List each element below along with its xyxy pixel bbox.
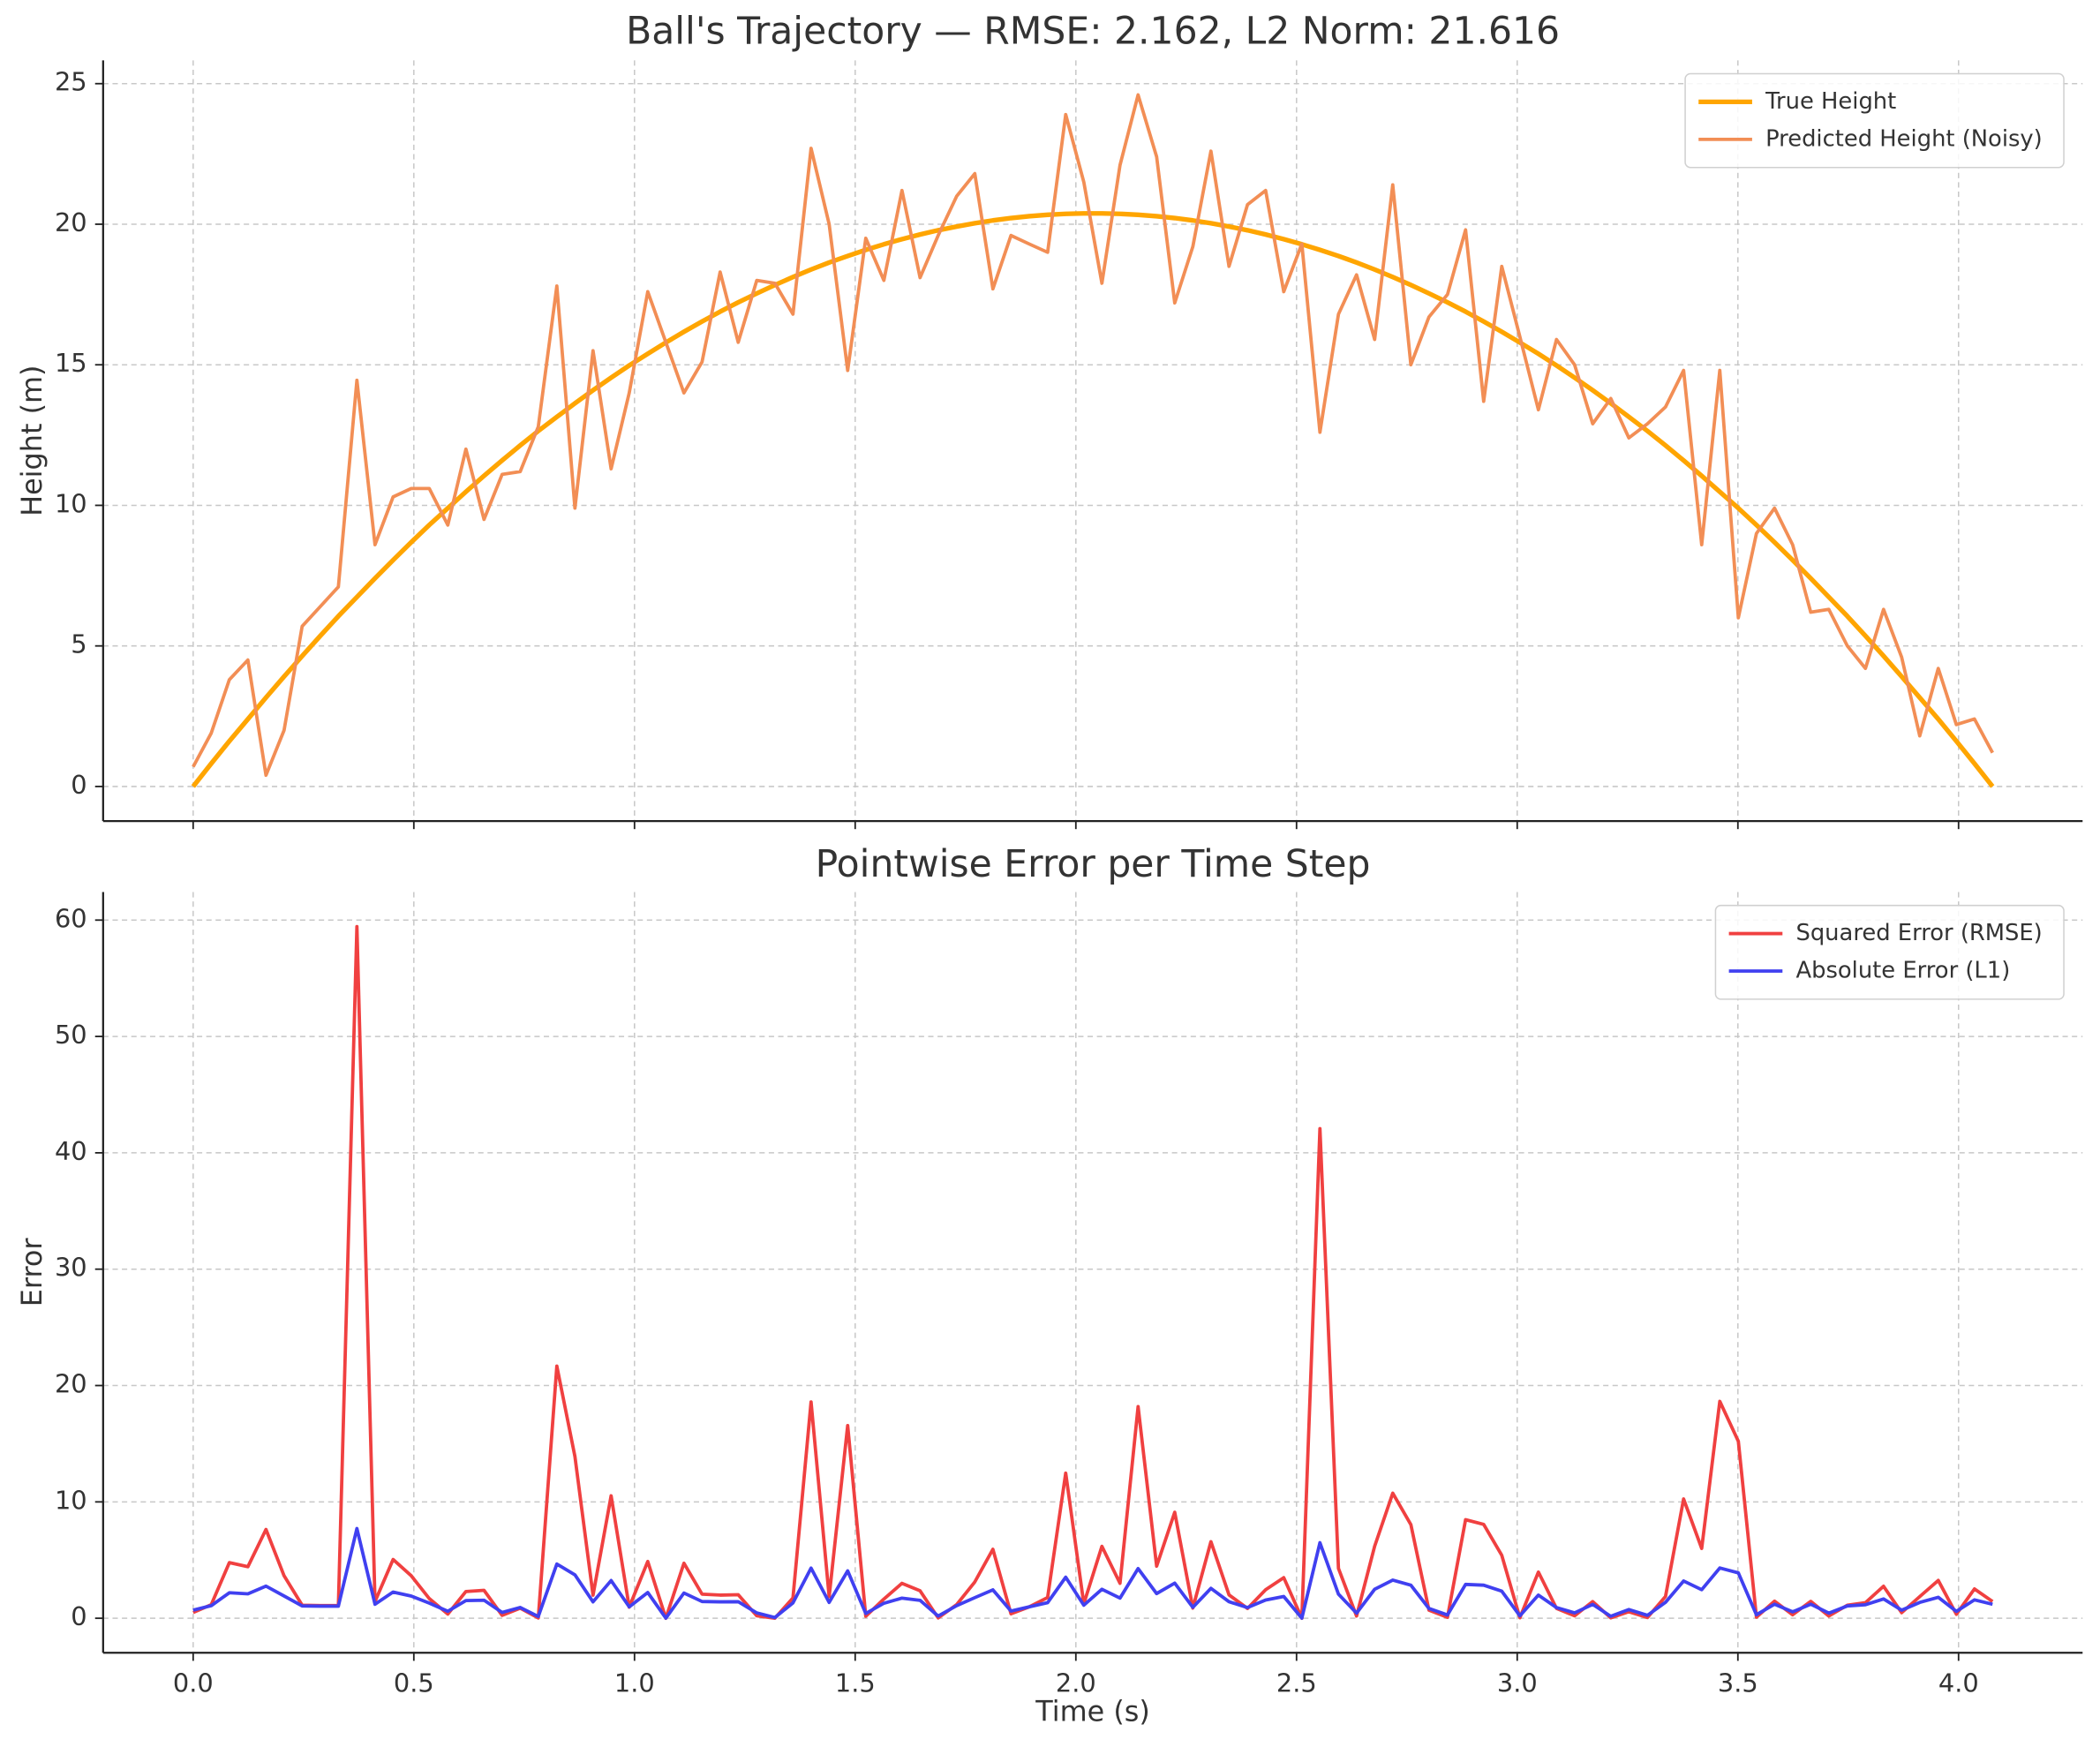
y-tick-label: 0 (71, 1601, 87, 1631)
y-tick-label: 25 (55, 67, 87, 97)
y-tick-label: 30 (55, 1253, 87, 1283)
chart-title: Pointwise Error per Time Step (816, 843, 1371, 886)
y-tick-label: 50 (55, 1020, 87, 1050)
y-tick-label: 10 (55, 488, 87, 518)
x-tick-label: 2.0 (1056, 1668, 1096, 1698)
legend-box (1714, 904, 2065, 1000)
y-tick-label: 40 (55, 1136, 87, 1166)
x-axis-label: Time (s) (1035, 1695, 1150, 1728)
y-tick-label: 0 (71, 770, 87, 800)
x-tick-label: 3.0 (1497, 1668, 1538, 1698)
y-axis-label: Height (m) (15, 365, 49, 516)
y-tick-label: 15 (55, 348, 87, 378)
x-tick-label: 4.0 (1938, 1668, 1979, 1698)
legend: Squared Error (RMSE) Absolute Error (L1) (1714, 904, 2065, 1000)
y-tick-label: 20 (55, 1369, 87, 1399)
x-tick-label: 2.5 (1276, 1668, 1317, 1698)
y-tick-label: 10 (55, 1485, 87, 1515)
legend: True Height Predicted Height (Noisy) (1684, 72, 2065, 169)
x-tick-label: 1.5 (835, 1668, 876, 1698)
legend-label: Squared Error (RMSE) (1795, 920, 2042, 946)
y-tick-label: 5 (71, 629, 87, 659)
x-tick-label: 3.5 (1718, 1668, 1758, 1698)
legend-label: True Height (1765, 88, 1896, 115)
legend-label: Absolute Error (L1) (1795, 958, 2010, 984)
y-axis-label: Error (15, 1238, 49, 1307)
y-tick-label: 60 (55, 903, 87, 933)
legend-label: Predicted Height (Noisy) (1765, 125, 2043, 152)
x-tick-label: 1.0 (614, 1668, 655, 1698)
y-tick-label: 20 (55, 207, 87, 237)
data-line (192, 93, 1994, 778)
chart-title: Ball's Trajectory — RMSE: 2.162, L2 Norm… (626, 10, 1560, 53)
x-tick-label: 0.0 (173, 1668, 214, 1698)
x-tick-label: 0.5 (394, 1668, 434, 1698)
data-line (191, 211, 1995, 788)
data-line (192, 924, 1994, 1621)
data-line (192, 1526, 1993, 1620)
legend-box (1684, 72, 2065, 169)
